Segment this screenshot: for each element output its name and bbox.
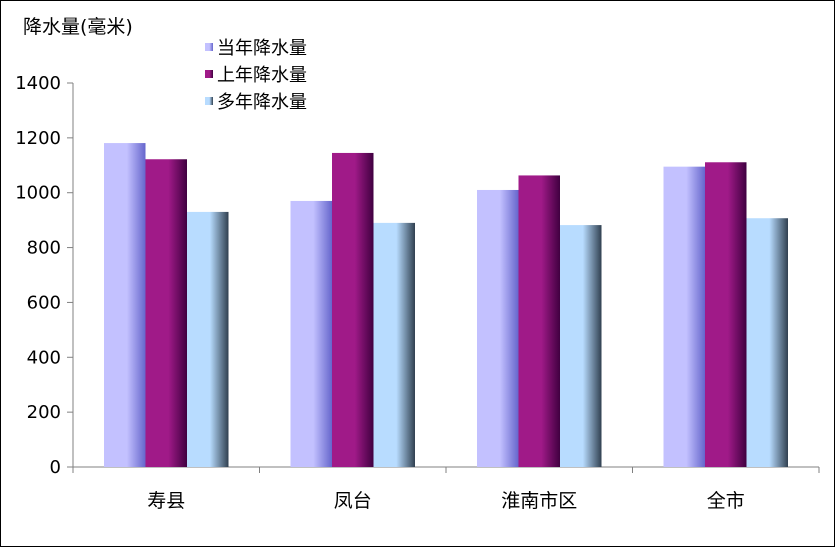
bar — [663, 166, 705, 467]
x-tick-label: 淮南市区 — [501, 490, 577, 512]
legend-swatch — [205, 70, 213, 78]
y-axis-label: 降水量(毫米) — [23, 16, 133, 38]
bar — [187, 211, 229, 467]
bars — [104, 143, 788, 468]
bar — [560, 225, 602, 467]
legend-label: 多年降水量 — [217, 92, 307, 113]
x-tick-label: 凤台 — [334, 490, 372, 512]
bar — [290, 200, 332, 467]
y-tick-label: 800 — [27, 238, 61, 259]
legend-label: 上年降水量 — [217, 65, 307, 86]
bar — [332, 152, 374, 467]
y-tick-label: 1200 — [15, 128, 61, 149]
y-tick-label: 600 — [27, 292, 61, 313]
legend-swatch — [205, 43, 213, 51]
bar — [705, 162, 747, 468]
y-tick-label: 1000 — [15, 183, 61, 204]
y-tick-label: 0 — [50, 457, 61, 478]
bar — [477, 189, 519, 467]
y-axis: 0 200 400 600 800 1000 1200 1400 — [15, 73, 74, 478]
x-tick-label: 寿县 — [147, 490, 185, 512]
legend-label: 当年降水量 — [217, 38, 307, 59]
bar — [145, 159, 187, 467]
x-tick-label: 全市 — [707, 490, 745, 512]
y-tick-label: 400 — [27, 347, 61, 368]
bar — [373, 222, 415, 467]
x-axis: 寿县 凤台 淮南市区 全市 — [72, 466, 820, 512]
y-tick-label: 200 — [27, 402, 61, 423]
y-tick-label: 1400 — [15, 73, 61, 94]
bar — [746, 218, 788, 467]
bar — [518, 175, 560, 468]
bar — [104, 143, 146, 467]
legend-swatch — [205, 97, 213, 105]
